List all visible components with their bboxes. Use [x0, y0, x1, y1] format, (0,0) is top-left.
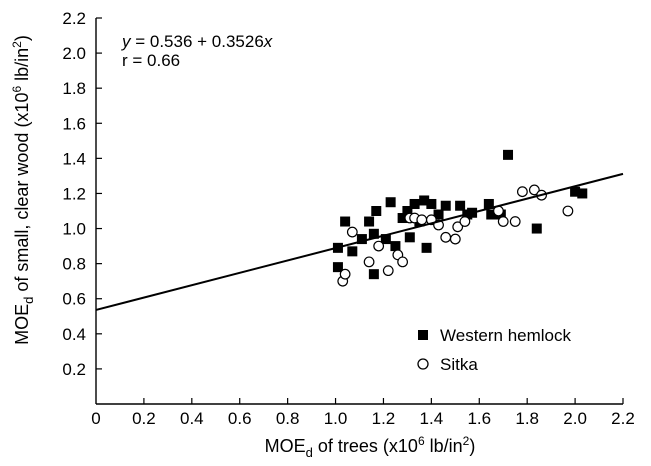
data-point-western-hemlock — [364, 216, 375, 227]
data-point-western-hemlock — [347, 246, 358, 257]
data-point-sitka — [516, 186, 528, 198]
y-tick-label: 1.6 — [62, 114, 86, 133]
equation-annotation: y = 0.536 + 0.3526x — [121, 32, 273, 51]
y-tick-label: 2.2 — [62, 9, 86, 28]
data-point-sitka — [397, 256, 409, 268]
data-point-western-hemlock — [397, 213, 408, 224]
x-tick-label: 1.4 — [420, 409, 444, 428]
x-tick-label: 1.2 — [372, 409, 396, 428]
equation-x-var: x — [263, 32, 273, 51]
data-point-sitka — [339, 268, 351, 280]
data-point-western-hemlock — [421, 242, 432, 253]
y-label-middle: of small, clear wood (x10 — [12, 93, 32, 297]
legend-label-sitka: Sitka — [440, 355, 478, 374]
data-point-sitka — [459, 216, 471, 227]
data-point-western-hemlock — [503, 149, 514, 160]
data-point-western-hemlock — [332, 262, 343, 273]
data-point-western-hemlock — [483, 198, 494, 209]
data-point-western-hemlock — [390, 241, 401, 252]
legend-label-western-hemlock: Western hemlock — [440, 326, 572, 345]
y-tick-label: 1.8 — [62, 79, 86, 98]
correlation-annotation: r = 0.66 — [122, 51, 180, 70]
y-tick-label: 2.0 — [62, 44, 86, 63]
x-label-subscript: d — [306, 445, 313, 460]
data-point-western-hemlock — [380, 234, 391, 245]
x-tick-label: 2.0 — [563, 409, 587, 428]
y-tick-label: 0.4 — [62, 325, 86, 344]
data-point-sitka — [449, 233, 461, 245]
x-tick-label: 0.6 — [228, 409, 252, 428]
data-point-sitka — [509, 216, 521, 227]
x-tick-label: 0.4 — [180, 409, 204, 428]
data-point-western-hemlock — [531, 223, 542, 234]
y-label-superscript: 6 — [10, 86, 24, 93]
x-tick-label: 1.0 — [324, 409, 348, 428]
data-point-western-hemlock — [356, 234, 367, 245]
y-tick-label: 1.4 — [62, 149, 86, 168]
data-point-sitka — [497, 216, 509, 227]
y-label-superscript-2: 2 — [10, 41, 24, 48]
data-point-sitka — [363, 256, 375, 268]
data-point-western-hemlock — [371, 206, 382, 216]
y-tick-label: 1.2 — [62, 184, 86, 203]
x-tick-label: 0.2 — [132, 409, 156, 428]
data-point-western-hemlock — [368, 269, 379, 280]
legend-marker-sitka — [417, 358, 429, 370]
y-tick-label: 1.0 — [62, 220, 86, 239]
y-tick-label: 0.8 — [62, 255, 86, 274]
data-point-western-hemlock — [402, 206, 413, 216]
plot-area — [95, 18, 623, 405]
data-point-western-hemlock — [570, 186, 581, 197]
y-label-close: ) — [12, 35, 32, 41]
x-label-unit: lb/in — [425, 436, 463, 456]
data-point-western-hemlock — [440, 200, 451, 211]
x-tick-label: 1.8 — [515, 409, 539, 428]
x-axis-label: MOEd of trees (x106 lb/in2) — [265, 434, 476, 460]
data-point-sitka — [452, 221, 464, 233]
equation-y-var: y — [121, 32, 132, 51]
data-point-sitka — [346, 226, 358, 238]
data-point-western-hemlock — [385, 197, 396, 208]
y-axis-label: MOEd of small, clear wood (x106 lb/in2) — [10, 35, 36, 345]
data-point-sitka — [562, 205, 574, 217]
x-label-superscript: 6 — [418, 434, 425, 448]
data-point-sitka — [440, 231, 452, 243]
data-point-sitka — [373, 240, 385, 252]
data-point-western-hemlock — [340, 216, 351, 227]
x-tick-label: 2.2 — [611, 409, 635, 428]
data-point-sitka — [382, 265, 394, 277]
axis-ticks: 0 0.2 0.4 0.6 0.8 1.0 1.2 1.4 1.6 1.8 2.0 2.2 0.2 0.4… — [62, 9, 634, 428]
data-point-western-hemlock — [577, 188, 588, 199]
y-label-main: MOE — [12, 304, 32, 345]
x-label-superscript-2: 2 — [463, 434, 470, 448]
y-label-subscript: d — [21, 297, 36, 304]
data-point-western-hemlock — [426, 198, 437, 209]
data-point-western-hemlock — [409, 198, 420, 209]
data-point-western-hemlock — [486, 209, 497, 220]
x-tick-label: 0 — [91, 409, 100, 428]
y-tick-label: 0.2 — [62, 360, 86, 379]
legend: Western hemlock Sitka — [417, 326, 572, 374]
equation-body: = 0.536 + 0.3526 — [131, 32, 264, 51]
data-point-western-hemlock — [368, 228, 379, 239]
x-tick-label: 0.8 — [276, 409, 300, 428]
x-label-main: MOE — [265, 436, 306, 456]
legend-marker-western-hemlock — [418, 330, 428, 340]
regression-line — [95, 172, 624, 311]
data-point-sitka — [416, 214, 428, 226]
y-tick-label: 0.6 — [62, 290, 86, 309]
data-point-western-hemlock — [455, 200, 466, 211]
x-label-close: ) — [469, 436, 475, 456]
data-point-western-hemlock — [404, 232, 415, 243]
data-point-western-hemlock — [419, 195, 430, 206]
data-points — [332, 149, 588, 287]
data-point-western-hemlock — [433, 209, 444, 220]
x-label-middle: of trees (x10 — [313, 436, 418, 456]
data-point-sitka — [528, 184, 540, 196]
x-tick-label: 1.6 — [467, 409, 491, 428]
y-label-unit: lb/in — [12, 48, 32, 86]
